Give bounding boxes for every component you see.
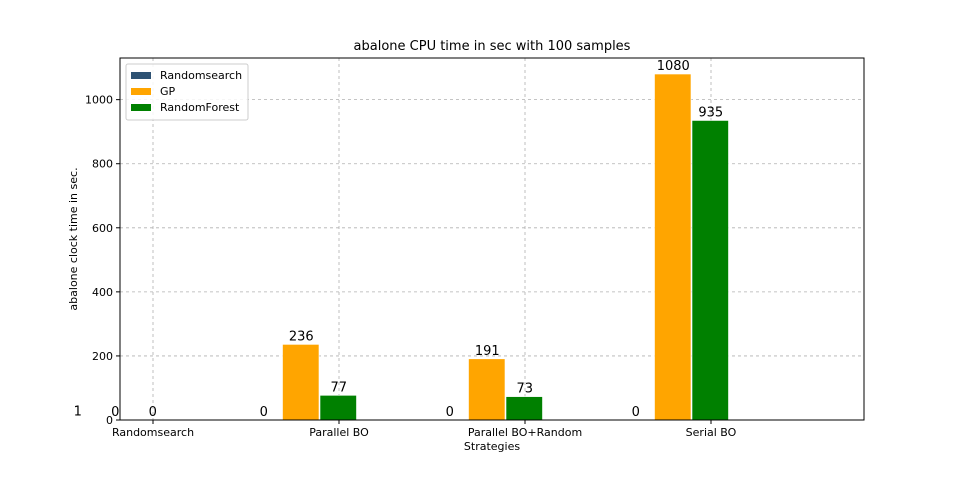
y-axis-label: abalone clock time in sec. (67, 167, 80, 310)
data-label: 0 (149, 405, 157, 420)
data-label: 73 (516, 382, 533, 397)
bar (691, 120, 729, 421)
x-tick-label: Parallel BO (309, 426, 369, 439)
tick-layer: 0 200 400 600 800 1000 Randomsearch Parallel BO… (85, 94, 737, 439)
data-label: 1 (74, 405, 82, 420)
legend-label: GP (160, 85, 176, 98)
legend-swatch (131, 104, 151, 111)
y-tick-label: 0 (106, 414, 113, 427)
x-tick-label: Serial BO (686, 426, 737, 439)
legend-box (125, 63, 249, 121)
x-tick-label: Parallel BO+Random (468, 426, 582, 439)
grid-layer (120, 58, 864, 420)
legend: Randomsearch GP RandomForest (125, 63, 249, 121)
data-label: 0 (632, 405, 640, 420)
bar (505, 396, 543, 421)
chart-title: abalone CPU time in sec with 100 samples (354, 39, 631, 54)
data-label: 191 (475, 344, 500, 359)
legend-label: RandomForest (160, 101, 240, 114)
bar (468, 358, 506, 421)
x-axis-label: Strategies (464, 440, 520, 453)
bar (282, 344, 320, 421)
data-label: 0 (446, 405, 454, 420)
data-label: 935 (698, 105, 723, 120)
x-tick-label: Randomsearch (112, 426, 194, 439)
bar (319, 395, 357, 421)
legend-swatch (131, 72, 151, 79)
plot-frame (119, 57, 865, 421)
bar (654, 73, 692, 421)
y-tick-label: 800 (92, 158, 113, 171)
bar-layer (58, 73, 729, 421)
data-label: 0 (260, 405, 268, 420)
data-label: 77 (330, 380, 347, 395)
data-label: 236 (289, 329, 314, 344)
data-label: 1080 (657, 59, 690, 74)
y-tick-label: 400 (92, 286, 113, 299)
legend-swatch (131, 88, 151, 95)
y-tick-label: 200 (92, 350, 113, 363)
legend-label: Randomsearch (160, 69, 242, 82)
y-tick-label: 600 (92, 222, 113, 235)
y-tick-label: 1000 (85, 94, 113, 107)
data-label: 0 (111, 405, 119, 420)
